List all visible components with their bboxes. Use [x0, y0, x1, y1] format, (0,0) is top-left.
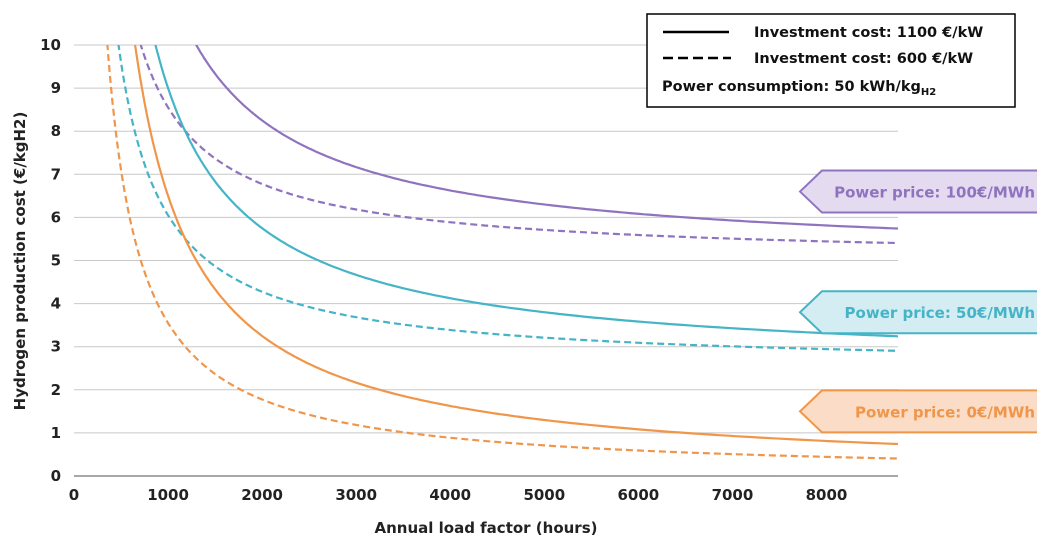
- x-tick-label: 0: [69, 486, 79, 504]
- legend-note-main: Power consumption: 50 kWh/kg: [662, 79, 921, 95]
- series-lines: [106, 45, 898, 460]
- x-tick-label: 7000: [712, 486, 754, 504]
- x-tick-label: 3000: [335, 486, 377, 504]
- series-line-0-600: [106, 45, 898, 460]
- legend-note: Power consumption: 50 kWh/kgH2: [662, 79, 936, 98]
- series-line-100-1100: [195, 45, 898, 230]
- y-tick-label: 6: [51, 208, 61, 226]
- power-price-tag-arrow: [798, 169, 1037, 214]
- x-tick-labels: 0 1000 2000 3000 4000 5000 6000 7000 8000: [69, 486, 848, 504]
- y-tick-label: 7: [51, 165, 61, 183]
- series-line-50-1100: [154, 45, 898, 338]
- series-line-0-1100: [134, 45, 898, 446]
- y-tick-label: 3: [51, 338, 61, 356]
- legend: Investment cost: 1100 €/kW Investment co…: [646, 13, 1016, 108]
- y-tick-label: 5: [51, 252, 61, 270]
- power-price-tag-arrow: [798, 290, 1037, 335]
- x-tick-label: 5000: [523, 486, 565, 504]
- x-tick-label: 2000: [241, 486, 283, 504]
- power-price-tag-arrow: [798, 389, 1037, 434]
- y-tick-label: 0: [51, 467, 61, 485]
- power-price-tag-label: Power price: 100€/MWh: [834, 184, 1035, 202]
- legend-dashed-label: Investment cost: 600 €/kW: [754, 51, 973, 67]
- y-axis-title: Hydrogen production cost (€/kgH2): [11, 112, 29, 411]
- y-tick-label: 1: [51, 424, 61, 442]
- y-tick-labels: 0 1 2 3 4 5 6 7 8 9 10: [40, 36, 61, 485]
- x-tick-label: 4000: [429, 486, 471, 504]
- y-tick-label: 4: [51, 295, 61, 313]
- x-axis-title: Annual load factor (hours): [375, 519, 598, 537]
- x-tick-label: 1000: [147, 486, 189, 504]
- series-line-100-600: [139, 45, 898, 245]
- legend-note-subscript: H2: [921, 87, 936, 98]
- series-line-50-600: [117, 45, 898, 352]
- x-tick-label: 8000: [806, 486, 848, 504]
- power-price-tag-label: Power price: 50€/MWh: [845, 304, 1035, 322]
- power-price-tags: Power price: 100€/MWh Power price: 50€/MW…: [798, 169, 1037, 434]
- y-tick-label: 8: [51, 122, 61, 140]
- y-tick-label: 2: [51, 381, 61, 399]
- y-tick-label: 10: [40, 36, 61, 54]
- legend-box: [646, 13, 1016, 108]
- power-price-tag-label: Power price: 0€/MWh: [855, 403, 1035, 421]
- x-tick-label: 6000: [618, 486, 660, 504]
- y-tick-label: 9: [51, 79, 61, 97]
- legend-solid-label: Investment cost: 1100 €/kW: [754, 25, 983, 41]
